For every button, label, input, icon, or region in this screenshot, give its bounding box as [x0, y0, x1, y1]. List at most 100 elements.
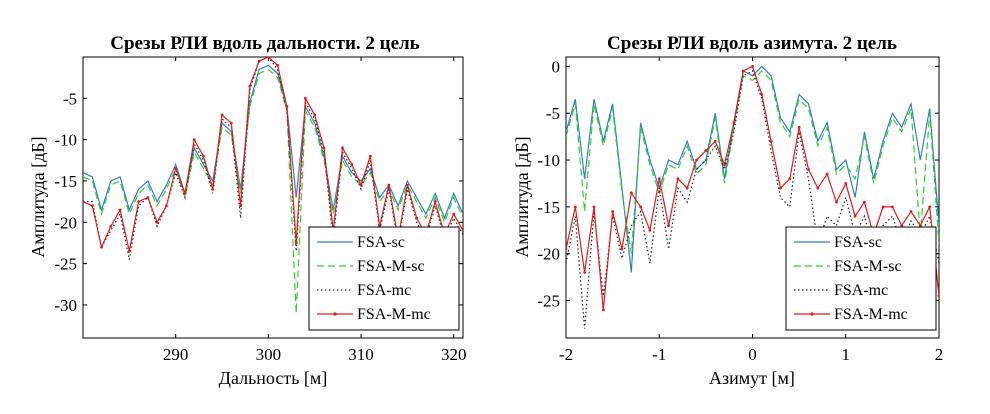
azimuth-series-3-point-17 [723, 163, 726, 167]
range-series-3-point-13 [202, 154, 205, 158]
azimuth-series-3-point-19 [741, 69, 745, 73]
range-series-3-point-0 [83, 200, 85, 204]
range-series-3-point-18 [248, 84, 252, 88]
range-series-3-point-26 [322, 146, 326, 150]
range-series-line-1 [83, 68, 463, 314]
range-series-3-point-2 [100, 245, 103, 249]
range-x-axis-label: Дальность [м] [219, 368, 328, 388]
azimuth-series-3-point-39 [928, 205, 932, 209]
range-axis-ticks: 290 300 310 320 -5 -10 -15 -20 -25 -30 [54, 57, 466, 364]
azimuth-series-3-point-11 [667, 224, 670, 228]
range-series-3-point-7 [146, 196, 150, 199]
azimuth-series-3-point-9 [648, 228, 652, 232]
range-series-line-0 [83, 64, 463, 220]
azimuth-series-3-point-31 [853, 214, 857, 218]
azimuth-series-3-point-38 [918, 224, 922, 228]
range-series-3-point-11 [183, 191, 187, 195]
azimuth-series-3-point-12 [676, 177, 680, 181]
range-chart-title: Срезы РЛИ вдоль дальности. 2 цель [110, 33, 419, 54]
range-series-3-point-40 [452, 212, 456, 216]
azimuth-series-3-point-0 [566, 247, 568, 251]
range-series-3-point-36 [415, 216, 419, 220]
azimuth-series-3-point-14 [695, 158, 698, 162]
range-series-3-point-16 [229, 121, 233, 125]
range-legend-label-3: FSA-M-mc [357, 306, 431, 323]
azimuth-series-3-point-15 [704, 149, 708, 153]
azimuth-y-tick-label-3: -15 [537, 198, 560, 217]
range-y-tick-label-4: -25 [54, 255, 77, 274]
range-legend-label-1: FSA-M-sc [357, 258, 425, 275]
azimuth-series-3-point-29 [835, 200, 838, 204]
range-x-tick-label-1: 300 [256, 345, 282, 364]
azimuth-series-3-point-10 [657, 177, 661, 181]
azimuth-series-3-point-28 [825, 172, 829, 176]
azimuth-series-3-point-24 [788, 177, 792, 181]
range-series-3-point-33 [387, 183, 391, 187]
range-series-3-point-8 [155, 220, 159, 224]
range-y-tick-label-5: -30 [54, 296, 77, 315]
range-x-tick-label-3: 320 [441, 345, 467, 364]
azimuth-series-3-point-18 [732, 121, 736, 124]
azimuth-series-3-point-32 [863, 200, 866, 204]
azimuth-legend-entries: FSA-sc FSA-M-sc FSA-mc FSA-M-mc [794, 234, 908, 323]
azimuth-y-tick-label-0: 0 [552, 57, 561, 76]
range-legend-marker-3 [333, 312, 337, 316]
range-series-3-point-25 [313, 113, 317, 117]
range-series-3-point-30 [359, 183, 363, 187]
azimuth-x-axis-label: Азимут [м] [709, 368, 795, 388]
azimuth-series-3-point-40 [937, 294, 939, 298]
azimuth-series-3-point-27 [816, 186, 820, 190]
range-series-3-point-19 [257, 59, 261, 63]
range-legend-label-2: FSA-mc [357, 282, 411, 299]
azimuth-series-3-point-35 [890, 205, 894, 209]
azimuth-y-tick-label-4: -20 [537, 245, 560, 264]
range-y-tick-label-1: -10 [54, 131, 77, 150]
range-chart: Срезы РЛИ вдоль дальности. 2 цель 290 300… [28, 33, 466, 388]
azimuth-series-3-point-36 [900, 224, 904, 228]
azimuth-series-3-point-13 [685, 186, 689, 190]
azimuth-legend-label-2: FSA-mc [834, 282, 888, 299]
azimuth-series-3-point-8 [639, 205, 642, 209]
range-x-tick-label-2: 310 [348, 345, 374, 364]
range-series-3-point-6 [137, 200, 141, 204]
azimuth-series-group [566, 64, 939, 329]
range-legend: FSA-sc FSA-M-sc FSA-mc FSA-M-mc [308, 226, 460, 331]
range-y-tick-label-2: -15 [54, 172, 77, 191]
azimuth-series-3-point-23 [779, 186, 782, 190]
range-series-3-point-24 [304, 96, 307, 100]
range-series-3-point-23 [294, 241, 298, 245]
azimuth-series-3-point-16 [713, 139, 717, 143]
azimuth-y-tick-label-1: -5 [546, 104, 560, 123]
azimuth-y-axis-label: Амплитуда [дБ] [512, 136, 532, 257]
range-plot-frame [82, 56, 464, 339]
range-series-3-point-14 [211, 187, 215, 191]
azimuth-series-3-point-5 [611, 210, 615, 213]
range-series-3-point-5 [127, 249, 131, 253]
range-series-3-point-41 [461, 229, 463, 232]
azimuth-series-3-point-3 [592, 205, 596, 209]
range-series-3-point-28 [341, 146, 344, 150]
azimuth-series-3-point-2 [583, 271, 587, 274]
azimuth-series-3-point-1 [573, 205, 577, 209]
range-series-3-point-20 [266, 57, 270, 59]
range-series-3-point-29 [350, 163, 354, 166]
azimuth-legend-marker-3 [810, 312, 814, 316]
azimuth-y-tick-label-2: -10 [537, 151, 560, 170]
azimuth-x-tick-label-1: -1 [652, 345, 666, 364]
azimuth-series-3-point-22 [769, 139, 773, 143]
range-series-3-point-22 [285, 105, 289, 108]
range-series-3-point-4 [118, 208, 122, 212]
azimuth-x-tick-label-2: 0 [748, 345, 757, 364]
azimuth-x-tick-label-3: 1 [842, 345, 851, 364]
range-legend-entries: FSA-sc FSA-M-sc FSA-mc FSA-M-mc [317, 234, 431, 323]
azimuth-series-3-point-7 [629, 191, 633, 195]
azimuth-series-3-point-37 [909, 210, 913, 213]
azimuth-series-3-point-34 [881, 205, 885, 209]
azimuth-chart: Срезы РЛИ вдоль азимута. 2 цель -2 -1 0 1 20… [512, 33, 943, 388]
range-series-3-point-21 [276, 63, 280, 67]
range-series-3-point-10 [174, 167, 178, 170]
azimuth-legend-label-3: FSA-M-mc [834, 306, 908, 323]
azimuth-series-3-point-20 [751, 64, 754, 68]
azimuth-series-3-point-21 [760, 93, 764, 96]
range-series-3-point-3 [109, 225, 113, 228]
